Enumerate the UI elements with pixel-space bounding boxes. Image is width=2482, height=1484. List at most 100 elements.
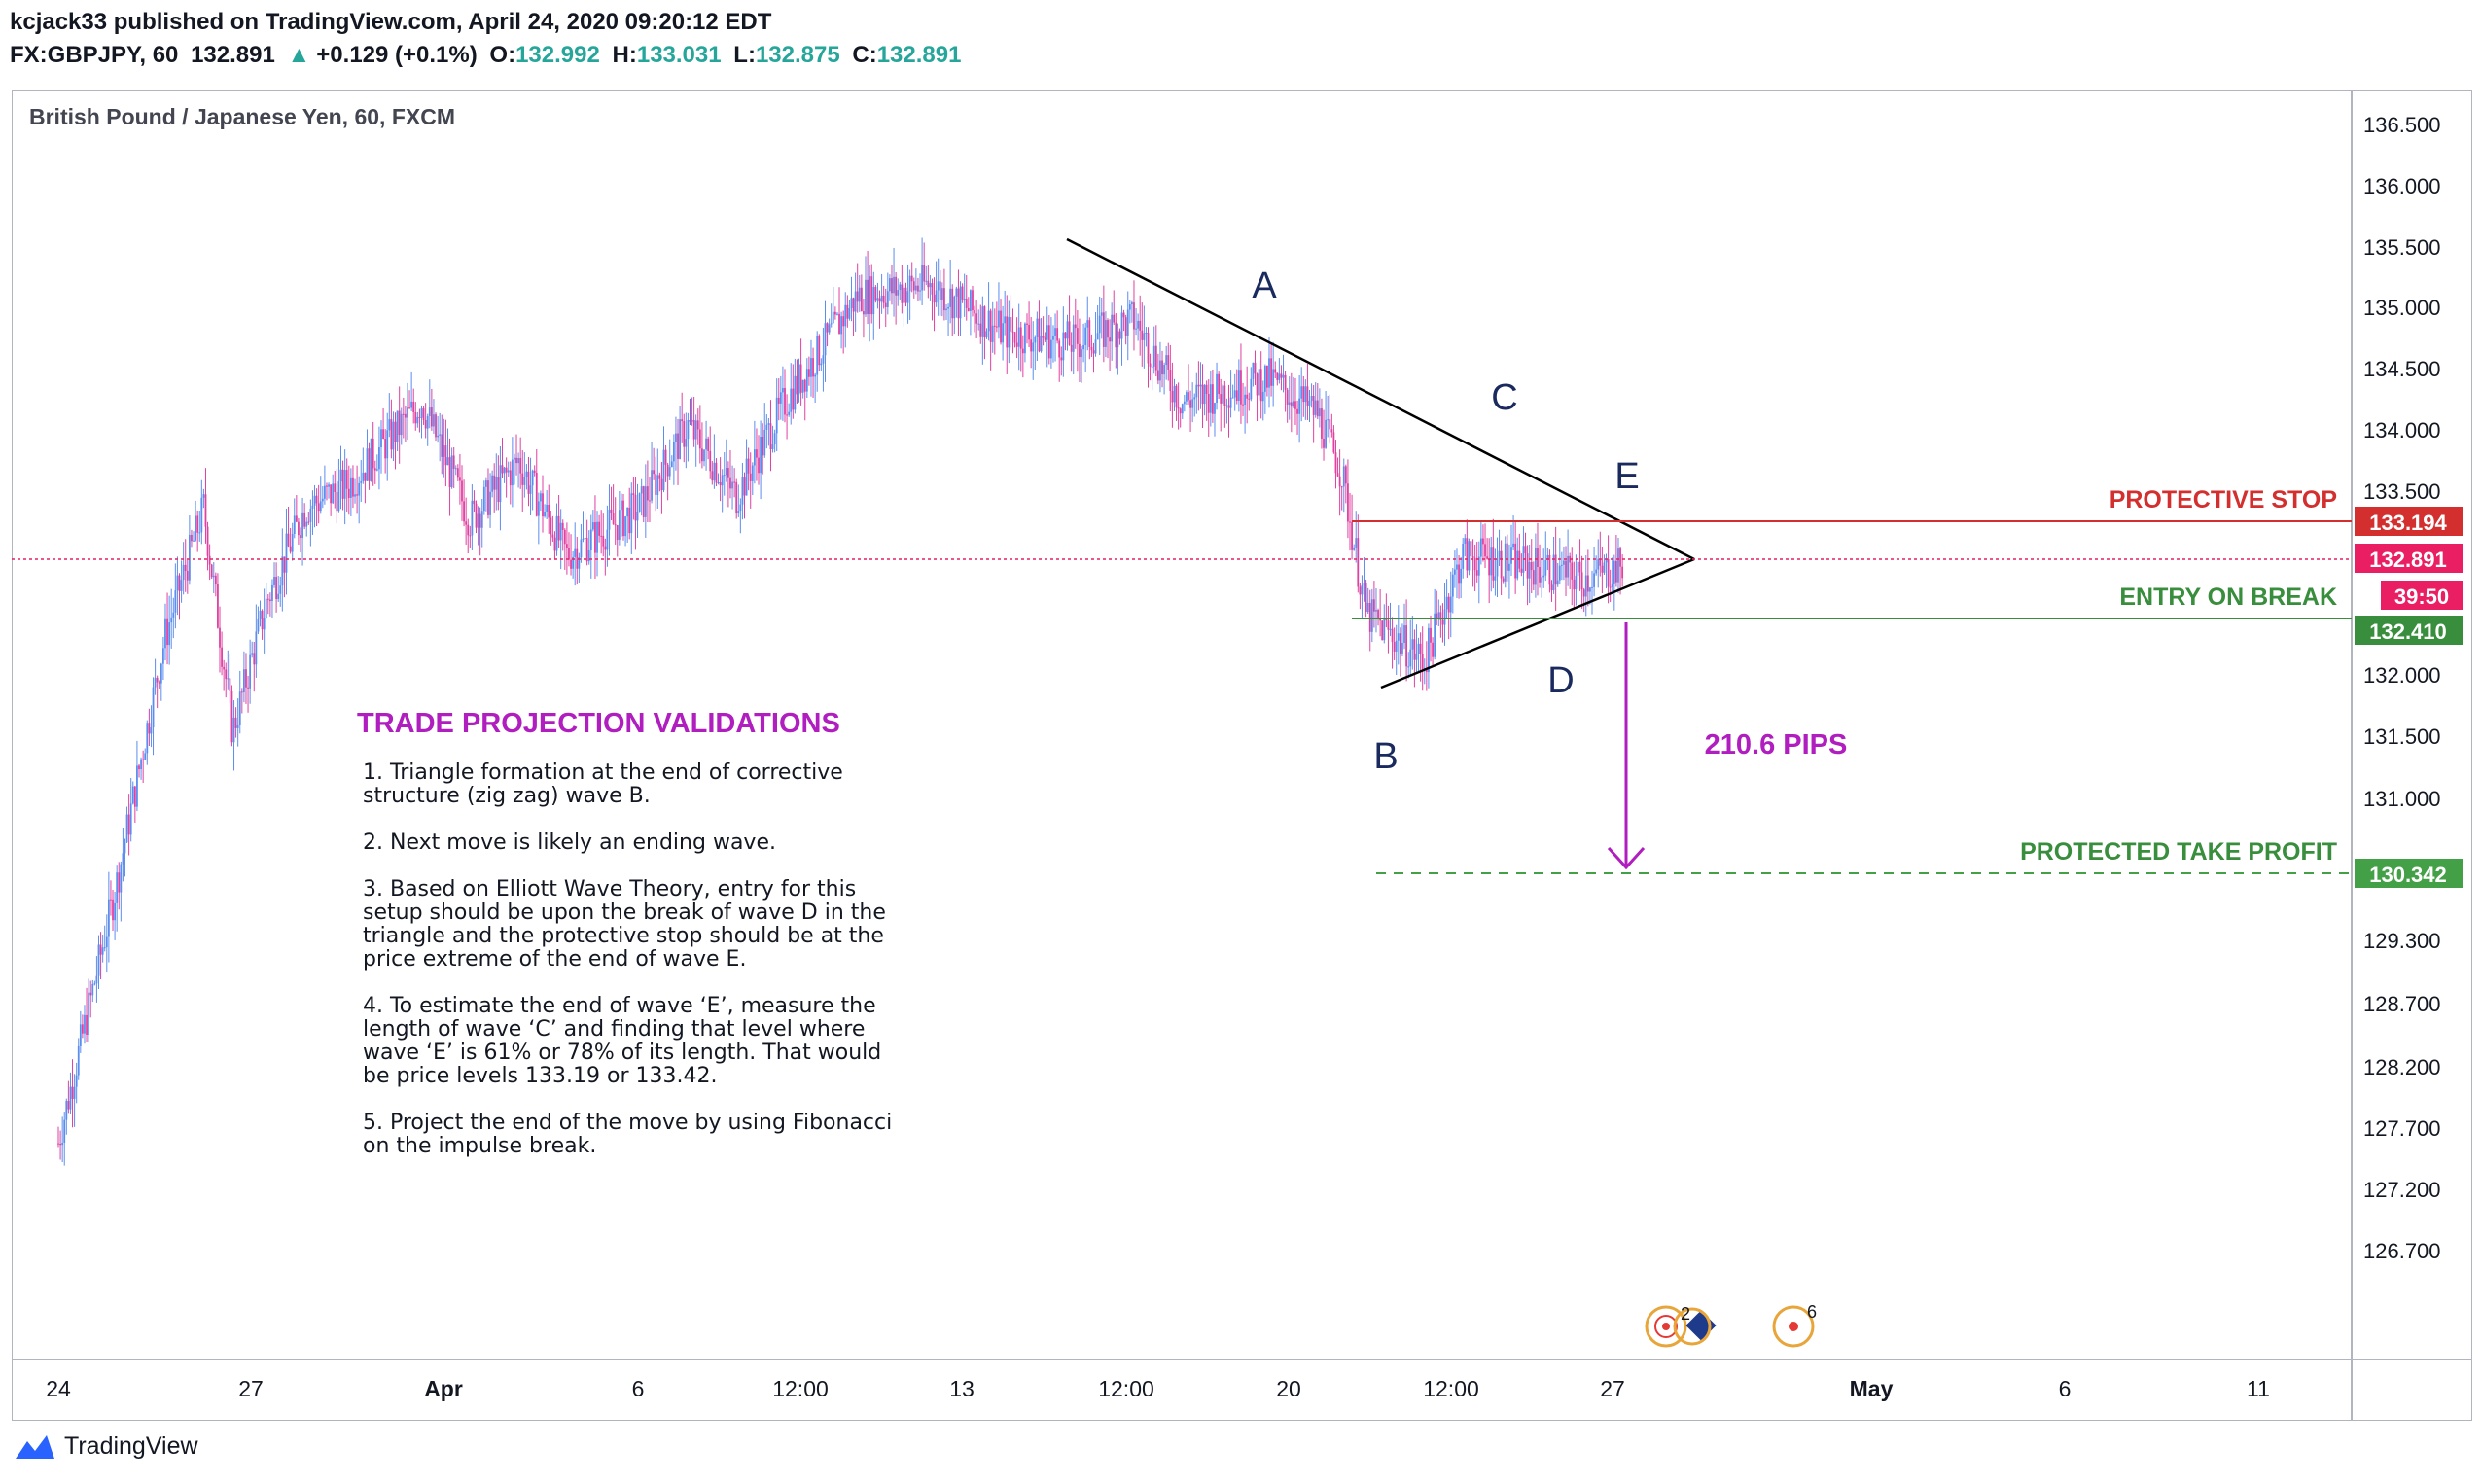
candle-body <box>412 401 415 413</box>
candle-body <box>420 408 423 418</box>
candle-body <box>1019 327 1022 349</box>
candle-body <box>935 290 938 303</box>
candle-body <box>410 401 413 408</box>
candle-body <box>454 468 457 470</box>
candle-body <box>1263 365 1266 392</box>
chart-frame[interactable] <box>12 90 2472 1421</box>
price-chart[interactable]: British Pound / Japanese Yen, 60, FXCM 1… <box>0 0 2482 1430</box>
candle-body <box>174 590 177 613</box>
projection-arrow-icon <box>1607 846 1646 870</box>
candle-body <box>1115 322 1117 348</box>
candle-body <box>848 307 851 319</box>
time-tick-label: 27 <box>238 1376 264 1401</box>
candle-body <box>1141 330 1144 340</box>
time-tick-label: 6 <box>2059 1376 2072 1401</box>
candle-body <box>105 936 108 948</box>
candle-body <box>461 480 463 502</box>
candle-body <box>307 521 310 523</box>
price-tick-label: 129.300 <box>2363 929 2441 953</box>
candle-body <box>315 495 318 504</box>
candle-body <box>870 276 873 315</box>
candle-body <box>1611 583 1613 587</box>
candle-body <box>1107 320 1109 338</box>
candle-body <box>729 477 731 489</box>
candle-body <box>186 570 189 581</box>
candle-body <box>162 648 164 664</box>
candle-body <box>1149 363 1152 367</box>
candle-body <box>1589 587 1591 592</box>
candle-body <box>977 323 980 325</box>
candle-body <box>1220 394 1223 404</box>
candle-body <box>698 429 701 449</box>
candle-body <box>1128 304 1131 310</box>
publisher-text: kcjack33 published on TradingView.com, A… <box>10 9 772 35</box>
candle-body <box>1338 476 1341 487</box>
candle-body <box>396 410 399 442</box>
candle-body <box>895 276 898 296</box>
candle-body <box>1076 328 1079 344</box>
candle-body <box>662 449 665 491</box>
candle-body <box>1179 408 1182 414</box>
candle-body <box>880 295 883 302</box>
candle-body <box>1344 466 1347 484</box>
candle-body <box>285 533 288 573</box>
triangle-lower-line[interactable] <box>1380 557 1695 689</box>
candle-body <box>1613 560 1615 584</box>
candle-body <box>801 379 804 393</box>
candle-body <box>321 498 324 502</box>
candle-body <box>1475 570 1478 576</box>
candle-body <box>889 278 891 292</box>
tradingview-logo-icon[interactable] <box>14 1431 56 1461</box>
candle-body <box>822 355 825 364</box>
candle-body <box>1054 328 1056 336</box>
candle-body <box>1017 327 1020 347</box>
candle-body <box>555 515 558 551</box>
candle-body <box>947 306 949 309</box>
event-badge-flag-icon[interactable]: 2 <box>1645 1304 1717 1348</box>
candle-body <box>443 445 445 457</box>
candle-body <box>818 336 821 366</box>
candle-body <box>1445 596 1448 610</box>
candle-body <box>1181 404 1184 414</box>
candle-body <box>832 311 834 324</box>
triangle-upper-line[interactable] <box>1066 237 1695 561</box>
candle-body <box>479 513 481 528</box>
candle-body <box>1508 563 1510 571</box>
candle-body <box>219 627 221 648</box>
candle-body <box>1582 589 1585 597</box>
candle-body <box>225 669 228 680</box>
candle-body <box>343 470 346 499</box>
candle-body <box>160 663 162 684</box>
candle-body <box>1571 562 1574 580</box>
candle-body <box>1074 324 1077 329</box>
candle-body <box>1439 612 1442 620</box>
symbol-text[interactable]: FX:GBPJPY, 60 <box>10 42 179 68</box>
candle-body <box>1082 344 1084 350</box>
candle-body <box>1218 373 1221 395</box>
candle-body <box>386 430 389 459</box>
time-tick-label: 12:00 <box>772 1376 829 1401</box>
candle-body <box>178 575 181 591</box>
candle-body <box>93 983 96 985</box>
candle-body <box>1460 568 1463 584</box>
open-label: O: <box>489 42 516 68</box>
candle-body <box>319 501 322 512</box>
candle-body <box>939 281 941 300</box>
candle-body <box>1209 384 1212 413</box>
candle-body <box>456 468 459 478</box>
candle-body <box>983 306 986 338</box>
candle-body <box>658 475 661 479</box>
time-tick-label: 27 <box>1600 1376 1625 1401</box>
candle-body <box>672 442 675 462</box>
brand-name[interactable]: TradingView <box>64 1431 198 1460</box>
candle-body <box>430 407 433 427</box>
event-badge-icon[interactable]: 6 <box>1772 1302 1817 1348</box>
candle-body <box>856 291 859 302</box>
candle-body <box>1258 369 1260 396</box>
candle-body <box>433 414 435 427</box>
candle-body <box>507 470 510 473</box>
candle-body <box>1312 395 1315 415</box>
candle-body <box>136 765 138 807</box>
candle-body <box>1482 538 1484 545</box>
candle-body <box>981 306 984 337</box>
